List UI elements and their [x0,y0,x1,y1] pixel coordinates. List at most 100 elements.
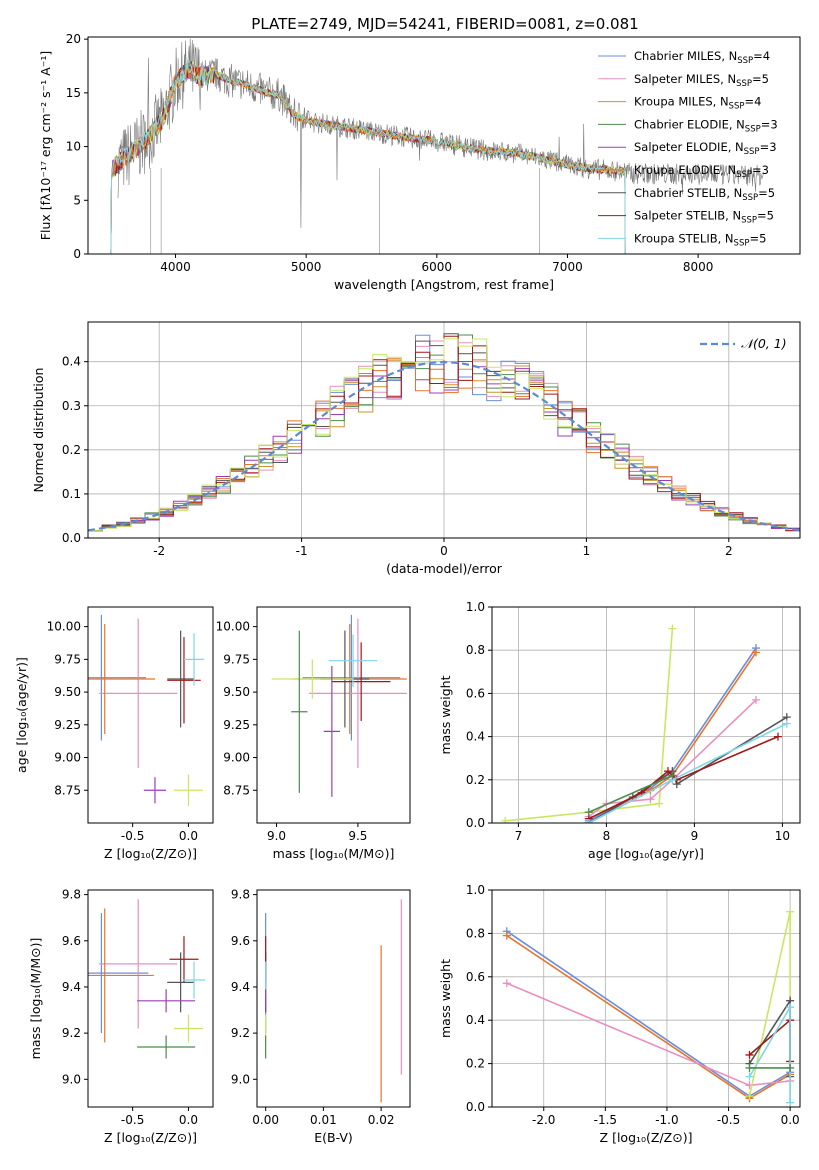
weight-marker [752,648,760,657]
x-tick-label: 1 [583,544,591,558]
weight-marker [786,1063,795,1072]
weight-marker [502,979,511,988]
legend-main: Salpeter ELODIE, N [634,140,744,154]
x-tick-label: -0.5 [717,1113,740,1127]
y-axis-label: age [log₁₀(age/yr)] [14,657,29,773]
y-tick-label: 9.75 [54,652,81,666]
y-tick-label: 0.2 [466,773,485,787]
weight-vs-metallicity-panel: -2.0 -1.5 -1.0 -0.5 0.0 0.0 0.2 0.4 0.6 0.8 1.0 Z [… [438,883,801,1145]
y-tick-label: 8.75 [54,783,81,797]
y-tick-label: 0.2 [466,1057,485,1071]
axes-frame [491,889,801,1108]
model-spectrum [110,65,626,254]
y-axis-label: mass [log₁₀(M/M⊙)] [28,938,43,1060]
weight-marker [782,719,791,728]
error-bar-point [173,1014,203,1043]
y-tick-label: 1.0 [466,883,485,897]
x-tick-label: 6000 [422,260,453,274]
legend-main: Chabrier ELODIE, N [634,117,745,131]
weight-marker [664,767,672,776]
x-tick-label: -2.0 [532,1113,555,1127]
legend-entry: Salpeter ELODIE, NSSP=3 [634,140,777,157]
axes-frame [87,606,214,824]
legend-sub: SSP [737,56,753,66]
weight-marker [655,799,664,808]
weight-line [506,982,791,1087]
weight-line [588,774,673,813]
weight-marker [501,816,510,823]
weight-marker [786,1003,795,1012]
x-tick-label: -0.5 [121,829,144,843]
y-tick-label: 0 [73,247,81,261]
x-tick-label: 9 [691,829,699,843]
y-tick-label: 9.4 [231,980,250,994]
legend-entry: Kroupa ELODIE, NSSP=3 [634,163,769,180]
legend-tail: =4 [753,49,770,63]
residual-histogram [88,338,800,532]
age-vs-metallicity-panel: -0.5 0.0 8.75 9.00 9.25 9.50 9.75 10.00 Z [log₁₀… [14,606,214,861]
legend-main: Kroupa MILES, N [634,95,729,109]
legend-sub: SSP [734,238,750,248]
legend-tail: =5 [749,231,766,245]
legend-entry: 𝒩(0, 1) [741,336,787,351]
y-tick-label: 9.50 [223,685,250,699]
legend-sub: SSP [744,147,760,157]
weight-marker [745,1063,754,1072]
weight-series [584,719,791,823]
x-tick-label: 10 [775,829,790,843]
weight-marker [668,771,677,780]
y-tick-label: 0.0 [466,816,485,830]
y-tick-label: 15 [66,86,81,100]
x-tick-label: -2 [153,544,165,558]
y-tick-label: 1.0 [466,600,485,614]
error-bar-point [271,659,354,699]
error-bar-point [88,908,154,1043]
legend-tail: =3 [760,140,777,154]
axes-frame [87,36,801,255]
model-spectrum [110,58,626,254]
legend-main: Salpeter STELIB, N [634,209,741,223]
x-tick-label: -1.0 [655,1113,678,1127]
y-tick-label: 10.00 [216,620,250,634]
legend-entry: Salpeter MILES, NSSP=5 [634,72,769,89]
y-tick-label: 9.8 [62,888,81,902]
figure-title: PLATE=2749, MJD=54241, FIBERID=0081, z=0… [251,15,638,33]
x-tick-label: 8000 [683,260,714,274]
y-tick-label: 0.4 [62,355,81,369]
y-tick-label: 0.4 [466,1013,485,1027]
weight-line [748,911,791,1103]
error-bar-point [137,989,196,1013]
weight-marker [584,819,593,823]
weight-vs-age-panel: 7 8 9 10 0.0 0.2 0.4 0.6 0.8 1.0 age [log₁₀(age/yr… [438,600,801,861]
y-axis-label: Flux [fλ10⁻¹⁷ erg cm⁻² s⁻¹ A⁻¹] [38,51,53,240]
age-vs-mass-panel: 9.0 9.5 8.75 9.00 9.25 9.50 9.75 10.00 mass [log… [216,606,411,861]
y-tick-label: 9.6 [231,934,250,948]
y-tick-label: 0.8 [466,926,485,940]
error-bar-point [167,952,195,1013]
error-bar-point [323,665,341,797]
weight-marker [745,1050,754,1059]
x-axis-label: wavelength [Angstrom, rest frame] [334,277,554,292]
x-tick-label: 0.01 [310,1113,337,1127]
residual-histogram-panel: -2 -1 0 1 2 0.0 0.1 0.2 0.3 0.4 (data-model)/error… [31,321,801,576]
weight-marker [745,1092,754,1101]
plot-area [88,899,206,1059]
x-tick-label: -0.5 [121,1113,144,1127]
mass-vs-metallicity-panel: -0.5 0.0 9.0 9.2 9.4 9.6 9.8 Z [log₁₀(Z/Z⊙)] mas… [28,888,214,1145]
x-tick-label: -1.5 [594,1113,617,1127]
y-tick-label: 20 [66,32,81,46]
weight-line [588,647,757,822]
y-tick-label: 9.0 [62,1072,81,1086]
legend-main: Salpeter MILES, N [634,72,736,86]
legend-main: Kroupa ELODIE, N [634,163,736,177]
mass-vs-reddening-panel: 0.00 0.01 0.02 9.0 9.2 9.4 9.6 9.8 E(B-V) [231,888,411,1145]
y-tick-label: 8.75 [223,783,250,797]
weight-series [584,771,677,817]
y-tick-label: 0.1 [62,487,81,501]
error-bar-point [143,777,167,804]
legend-main: Chabrier STELIB, N [634,186,742,200]
y-tick-label: 0.6 [466,970,485,984]
error-bar-point [183,633,205,686]
